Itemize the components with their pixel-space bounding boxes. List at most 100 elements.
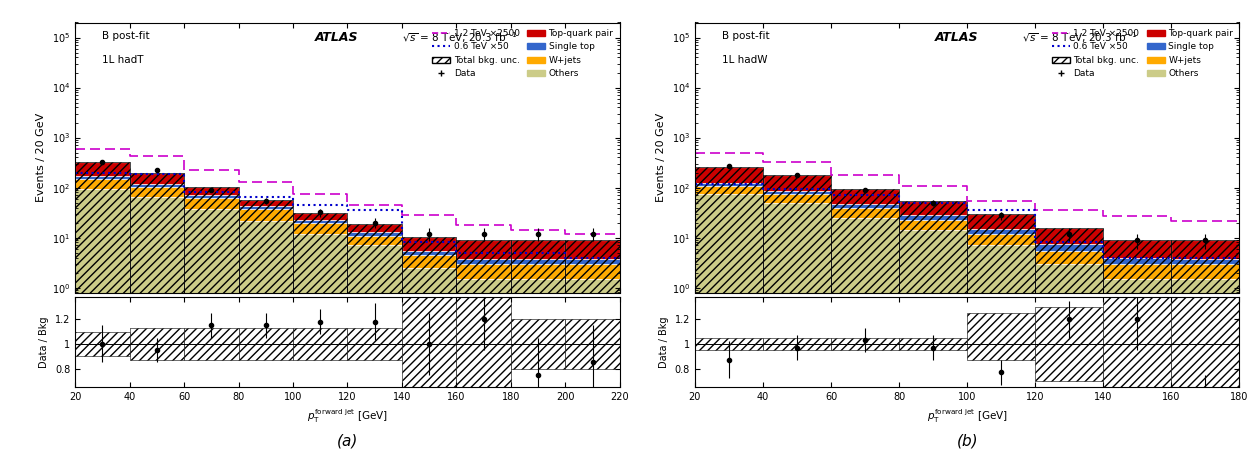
Bar xyxy=(293,223,347,234)
Bar xyxy=(1103,240,1172,450)
Bar xyxy=(75,162,130,176)
Bar xyxy=(967,214,1035,229)
Bar xyxy=(1172,270,1239,418)
Bar xyxy=(184,328,238,360)
Bar xyxy=(511,240,565,259)
Bar xyxy=(565,240,620,450)
Bar xyxy=(1103,295,1172,393)
Bar xyxy=(899,230,967,450)
Bar xyxy=(75,332,130,356)
Bar xyxy=(456,240,511,450)
Y-axis label: Data / Bkg: Data / Bkg xyxy=(659,316,669,368)
Bar xyxy=(695,167,762,450)
Bar xyxy=(1103,279,1172,450)
Bar xyxy=(347,224,402,450)
Bar xyxy=(184,195,238,198)
Bar xyxy=(184,209,238,450)
Bar xyxy=(238,220,293,450)
Bar xyxy=(695,167,762,183)
Text: ATLAS: ATLAS xyxy=(934,31,978,44)
Bar xyxy=(695,167,762,450)
Bar xyxy=(565,240,620,450)
Text: B post-fit: B post-fit xyxy=(722,31,770,40)
X-axis label: $p_{\mathrm{T}}^{\mathrm{forward\ jet}}$ [GeV]: $p_{\mathrm{T}}^{\mathrm{forward\ jet}}$… xyxy=(926,407,1008,425)
Bar xyxy=(899,202,967,450)
Bar xyxy=(899,215,967,220)
Bar xyxy=(75,162,130,450)
Bar xyxy=(1103,264,1172,279)
Bar xyxy=(130,184,184,187)
Bar xyxy=(967,214,1035,450)
Bar xyxy=(1103,240,1172,257)
Bar xyxy=(899,202,967,215)
Legend: 1.2 TeV ×2500, 0.6 TeV ×50, Total bkg. unc., Data, Top-quark pair, Single top, W: 1.2 TeV ×2500, 0.6 TeV ×50, Total bkg. u… xyxy=(431,27,615,80)
Bar xyxy=(456,295,511,393)
Bar xyxy=(695,185,762,194)
Bar xyxy=(184,187,238,195)
Bar xyxy=(762,191,831,194)
Bar xyxy=(293,234,347,450)
Text: $\sqrt{s}$ = 8 TeV, 20.3 fb$^{-1}$: $\sqrt{s}$ = 8 TeV, 20.3 fb$^{-1}$ xyxy=(402,31,517,45)
Bar xyxy=(238,209,293,220)
Text: 1L hadT: 1L hadT xyxy=(103,55,144,65)
Bar xyxy=(1035,307,1103,381)
Bar xyxy=(456,264,511,279)
Bar xyxy=(565,240,620,259)
Bar xyxy=(402,255,456,268)
Bar xyxy=(1035,244,1103,251)
Bar xyxy=(831,189,899,450)
Bar xyxy=(456,240,511,259)
Bar xyxy=(293,328,347,360)
Text: $\sqrt{s}$ = 8 TeV, 20.3 fb$^{-1}$: $\sqrt{s}$ = 8 TeV, 20.3 fb$^{-1}$ xyxy=(1022,31,1137,45)
Text: (b): (b) xyxy=(957,433,978,449)
Bar xyxy=(762,175,831,191)
Bar xyxy=(762,175,831,450)
Bar xyxy=(293,213,347,450)
Legend: 1.2 TeV ×2500, 0.6 TeV ×50, Total bkg. unc., Data, Top-quark pair, Single top, W: 1.2 TeV ×2500, 0.6 TeV ×50, Total bkg. u… xyxy=(1050,27,1234,80)
Bar xyxy=(293,213,347,220)
Bar xyxy=(347,235,402,245)
Bar xyxy=(511,259,565,264)
Bar xyxy=(402,237,456,450)
Bar xyxy=(511,279,565,450)
Bar xyxy=(565,279,620,450)
Bar xyxy=(1035,228,1103,450)
X-axis label: $p_{\mathrm{T}}^{\mathrm{forward\ jet}}$ [GeV]: $p_{\mathrm{T}}^{\mathrm{forward\ jet}}$… xyxy=(307,407,388,425)
Bar xyxy=(402,237,456,251)
Bar xyxy=(1035,264,1103,450)
Bar xyxy=(1103,240,1172,450)
Bar xyxy=(456,259,511,264)
Bar xyxy=(456,279,511,450)
Bar xyxy=(899,202,967,450)
Y-axis label: Events / 20 GeV: Events / 20 GeV xyxy=(36,113,46,202)
Bar xyxy=(831,189,899,450)
Y-axis label: Data / Bkg: Data / Bkg xyxy=(39,316,49,368)
Bar xyxy=(130,173,184,450)
Bar xyxy=(1172,240,1239,259)
Bar xyxy=(1035,228,1103,244)
Bar xyxy=(402,251,456,255)
Bar xyxy=(402,295,456,393)
Bar xyxy=(456,240,511,450)
Bar xyxy=(899,338,967,350)
Y-axis label: Events / 20 GeV: Events / 20 GeV xyxy=(656,113,666,202)
Bar xyxy=(1172,259,1239,264)
Bar xyxy=(238,328,293,360)
Text: ATLAS: ATLAS xyxy=(314,31,358,44)
Text: B post-fit: B post-fit xyxy=(103,31,150,40)
Bar xyxy=(831,189,899,204)
Bar xyxy=(238,200,293,450)
Bar xyxy=(511,319,566,369)
Bar xyxy=(1172,264,1239,279)
Bar xyxy=(831,204,899,207)
Bar xyxy=(130,173,184,450)
Bar xyxy=(130,328,184,360)
Bar xyxy=(347,232,402,235)
Bar xyxy=(565,319,620,369)
Bar xyxy=(762,194,831,202)
Bar xyxy=(130,197,184,450)
Bar xyxy=(238,200,293,450)
Bar xyxy=(1172,240,1239,450)
Bar xyxy=(762,175,831,450)
Bar xyxy=(1035,251,1103,264)
